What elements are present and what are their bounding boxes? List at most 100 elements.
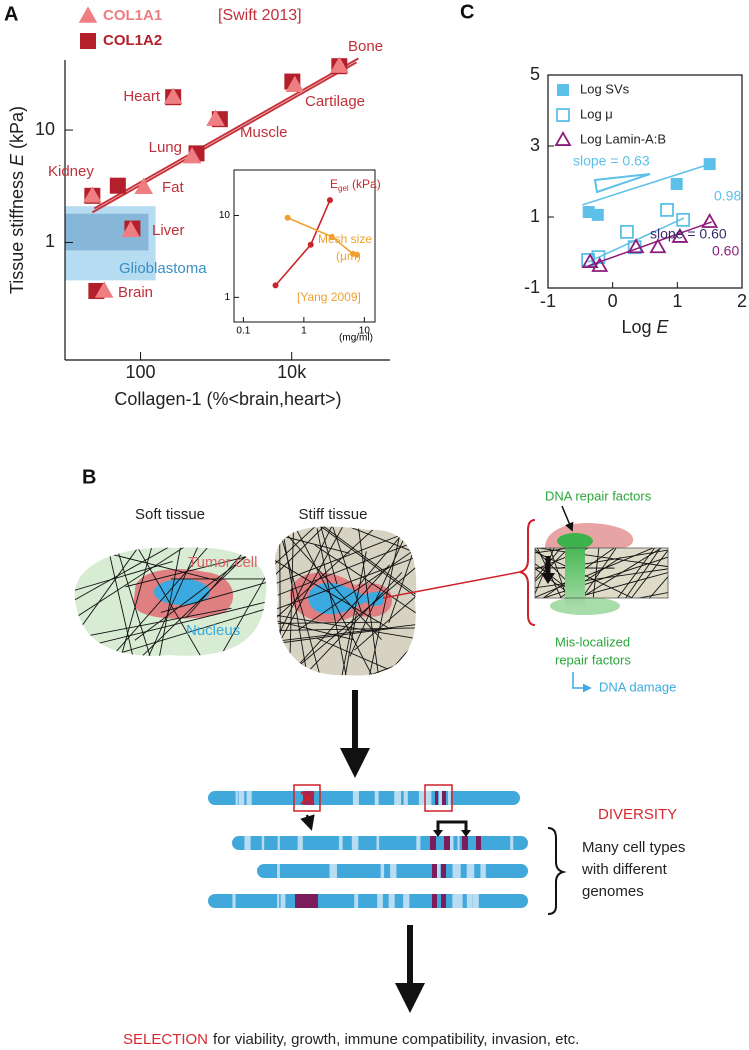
band — [430, 836, 436, 850]
y-tick-label: 3 — [530, 135, 540, 155]
marker — [206, 109, 225, 126]
x-tick-label: 0 — [608, 291, 618, 311]
fiber — [93, 547, 263, 656]
fiber — [275, 538, 417, 621]
band — [432, 864, 437, 878]
y-axis-label: Tissue stiffness E (kPa) — [7, 106, 27, 294]
x-tick-label: 10k — [277, 362, 307, 382]
fiber — [115, 547, 168, 656]
marker — [591, 250, 606, 265]
fiber — [535, 567, 615, 569]
marker — [660, 202, 674, 217]
marker — [671, 227, 689, 243]
legend-marker — [556, 108, 570, 122]
fiber — [316, 637, 417, 676]
highlight-box — [293, 784, 321, 812]
arrow — [300, 814, 315, 831]
fiber — [275, 621, 380, 625]
fiber — [134, 547, 267, 641]
band — [261, 836, 265, 850]
fiber — [617, 548, 656, 598]
diversity-note: genomes — [582, 883, 644, 900]
y-axis-label-part: E — [7, 153, 27, 166]
inset-frame — [233, 169, 376, 323]
diversity-note: with different — [581, 861, 668, 878]
x-axis-label: Log E — [621, 317, 669, 337]
band — [277, 836, 280, 850]
marker — [272, 282, 279, 289]
fiber — [581, 548, 617, 598]
marker — [619, 225, 634, 239]
legend-marker — [557, 84, 569, 96]
fiber — [125, 547, 267, 588]
soft-label: Soft tissue — [135, 506, 205, 523]
legend-label: Log μ — [580, 106, 613, 121]
fiber — [298, 526, 417, 631]
bracket-arrow — [436, 820, 468, 832]
band — [277, 894, 280, 908]
label-part: gel — [338, 184, 349, 193]
fiber — [74, 547, 146, 656]
band — [394, 791, 402, 805]
matrix-frame — [534, 547, 669, 599]
fiber — [74, 605, 267, 656]
fiber — [289, 526, 297, 672]
fiber — [74, 561, 173, 614]
fiber — [535, 548, 555, 595]
fiber — [303, 526, 338, 585]
band — [238, 791, 245, 805]
point-label: Bone — [348, 38, 383, 55]
band — [452, 894, 459, 908]
band — [246, 791, 252, 805]
nucleus-label: Nucleus — [186, 622, 240, 639]
fit-line — [582, 163, 710, 206]
chromosome — [208, 894, 528, 908]
series-label: Egel (kPa) — [330, 177, 381, 193]
marker — [582, 206, 595, 219]
annotation: slope = 0.63 — [573, 153, 650, 169]
y-tick-label: 1 — [224, 292, 230, 303]
misloc-label: repair factors — [555, 652, 631, 667]
arrow — [561, 505, 574, 532]
fiber — [314, 544, 417, 676]
band — [388, 894, 395, 908]
marker — [285, 75, 305, 93]
label-part: Log — [621, 317, 656, 337]
diagram: Soft tissue Stiff tissue Tumor cell Nucl… — [74, 488, 685, 1048]
fiber — [74, 547, 215, 608]
fiber — [280, 614, 417, 642]
marker — [676, 212, 691, 227]
arrowhead — [340, 748, 370, 778]
band — [232, 894, 236, 908]
fiber — [330, 551, 367, 676]
zoom-line — [382, 571, 521, 599]
fiber — [341, 526, 381, 676]
band — [444, 836, 450, 850]
legend-label: COL1A2 — [103, 32, 162, 49]
y-axis-label-part: Tissue stiffness — [7, 166, 27, 294]
fiber — [353, 548, 417, 651]
cross — [300, 791, 315, 805]
marker — [94, 281, 114, 298]
band — [435, 791, 438, 805]
mesh — [275, 526, 417, 676]
band — [351, 836, 359, 850]
marker — [182, 147, 202, 164]
fiber — [275, 526, 357, 649]
band — [432, 894, 437, 908]
fiber — [278, 526, 282, 676]
marker — [703, 158, 716, 171]
fiber — [275, 526, 417, 649]
legend-label: COL1A1 — [103, 7, 162, 24]
chromosome — [208, 791, 520, 805]
point-label: Heart — [123, 88, 161, 105]
label-part: E — [657, 317, 670, 337]
y-tick-label: 1 — [45, 231, 55, 251]
fit-line — [91, 61, 357, 214]
chromosome — [232, 836, 528, 850]
fiber — [156, 547, 187, 656]
fiber — [275, 626, 417, 633]
fiber — [535, 568, 577, 598]
band — [244, 836, 251, 850]
fiber — [99, 547, 158, 656]
